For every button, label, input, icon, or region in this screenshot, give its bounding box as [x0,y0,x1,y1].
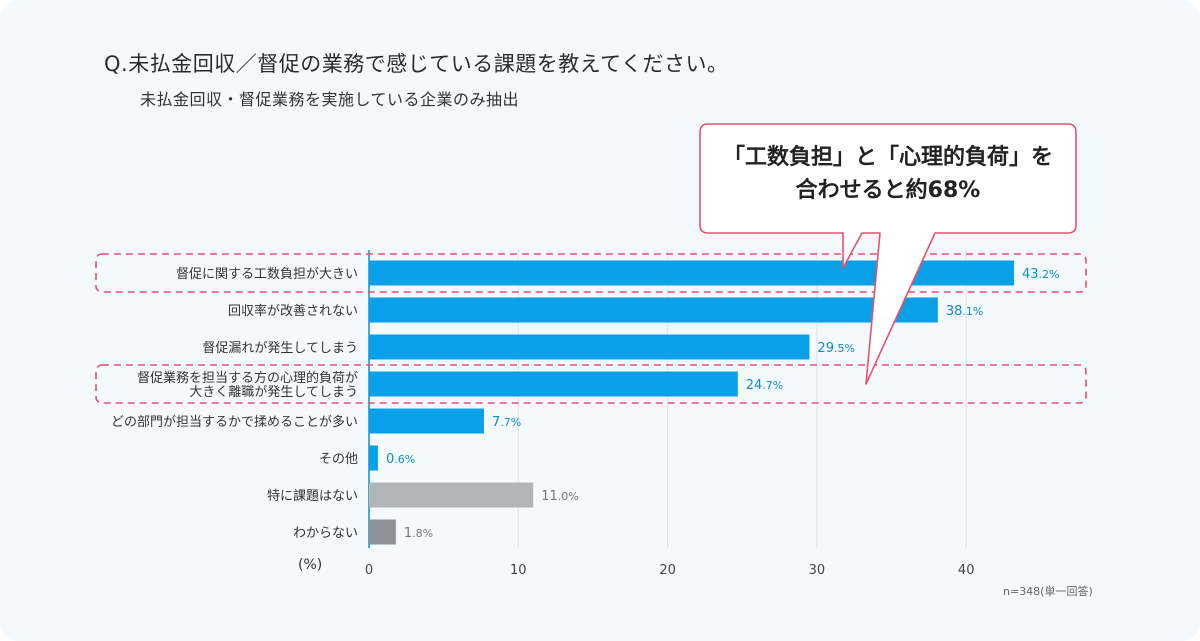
value-label: 1.8% [404,526,433,541]
callout-line-1: 「工数負担」と「心理的負荷」を [722,145,1053,170]
x-tick-label: 10 [510,563,527,578]
category-labels: 督促に関する工数負担が大きい回収率が改善されない督促漏れが発生してしまう督促業務… [111,267,358,541]
x-tick-label: 30 [809,563,826,578]
value-label: 24.7% [746,378,784,393]
x-tick-label: 20 [659,563,676,578]
value-label: 0.6% [386,452,415,467]
category-label: どの部門が担当するかで揉めることが多い [111,414,358,430]
category-label: 督促漏れが発生してしまう [202,340,358,356]
category-label: 督促に関する工数負担が大きい [176,267,358,282]
category-label: 特に課題はない [267,488,358,504]
bar [369,371,738,397]
axis-unit-label: (%) [298,557,323,573]
value-label: 29.5% [817,341,855,356]
value-label: 11.0% [541,489,579,504]
callout-shape [699,123,1077,385]
x-axis-ticks: 0 10 20 30 40 [365,563,975,578]
bar [369,482,534,508]
x-tick-label: 0 [365,563,373,578]
category-label: わからない [293,526,358,541]
callout-line-2: 合わせると約68% [795,178,981,203]
highlight-boxes [95,253,1087,404]
question-subtitle: 未払金回収・督促業務を実施している企業のみ抽出 [140,90,520,109]
callout-bubble [699,123,1077,385]
value-label: 7.7% [492,415,521,430]
callout-text: 「工数負担」と「心理的負荷」を 合わせると約68% [700,141,1076,207]
highlight-box [95,364,1087,404]
bar [369,334,810,360]
bar [369,297,938,323]
highlight-box [95,253,1087,293]
bar [369,445,378,471]
question-title: Q.未払金回収／督促の業務で感じている課題を教えてください。 [104,52,729,76]
x-tick-label: 40 [958,563,975,578]
category-label: 督促業務を担当する方の心理的負荷が [137,370,358,386]
bar [369,519,396,545]
category-label: その他 [319,452,358,467]
value-labels: 43.2% 38.1% 29.5% 24.7% 7.7% 0.6% 11.0% 1.8% [386,267,1060,541]
sample-size-note: n=348(単一回答) [1003,585,1093,598]
value-label: 43.2% [1022,267,1060,282]
bar [369,408,484,434]
category-label: 回収率が改善されない [228,303,358,319]
category-label: 大きく離職が発生してしまう [189,385,358,400]
value-label: 38.1% [946,304,984,319]
